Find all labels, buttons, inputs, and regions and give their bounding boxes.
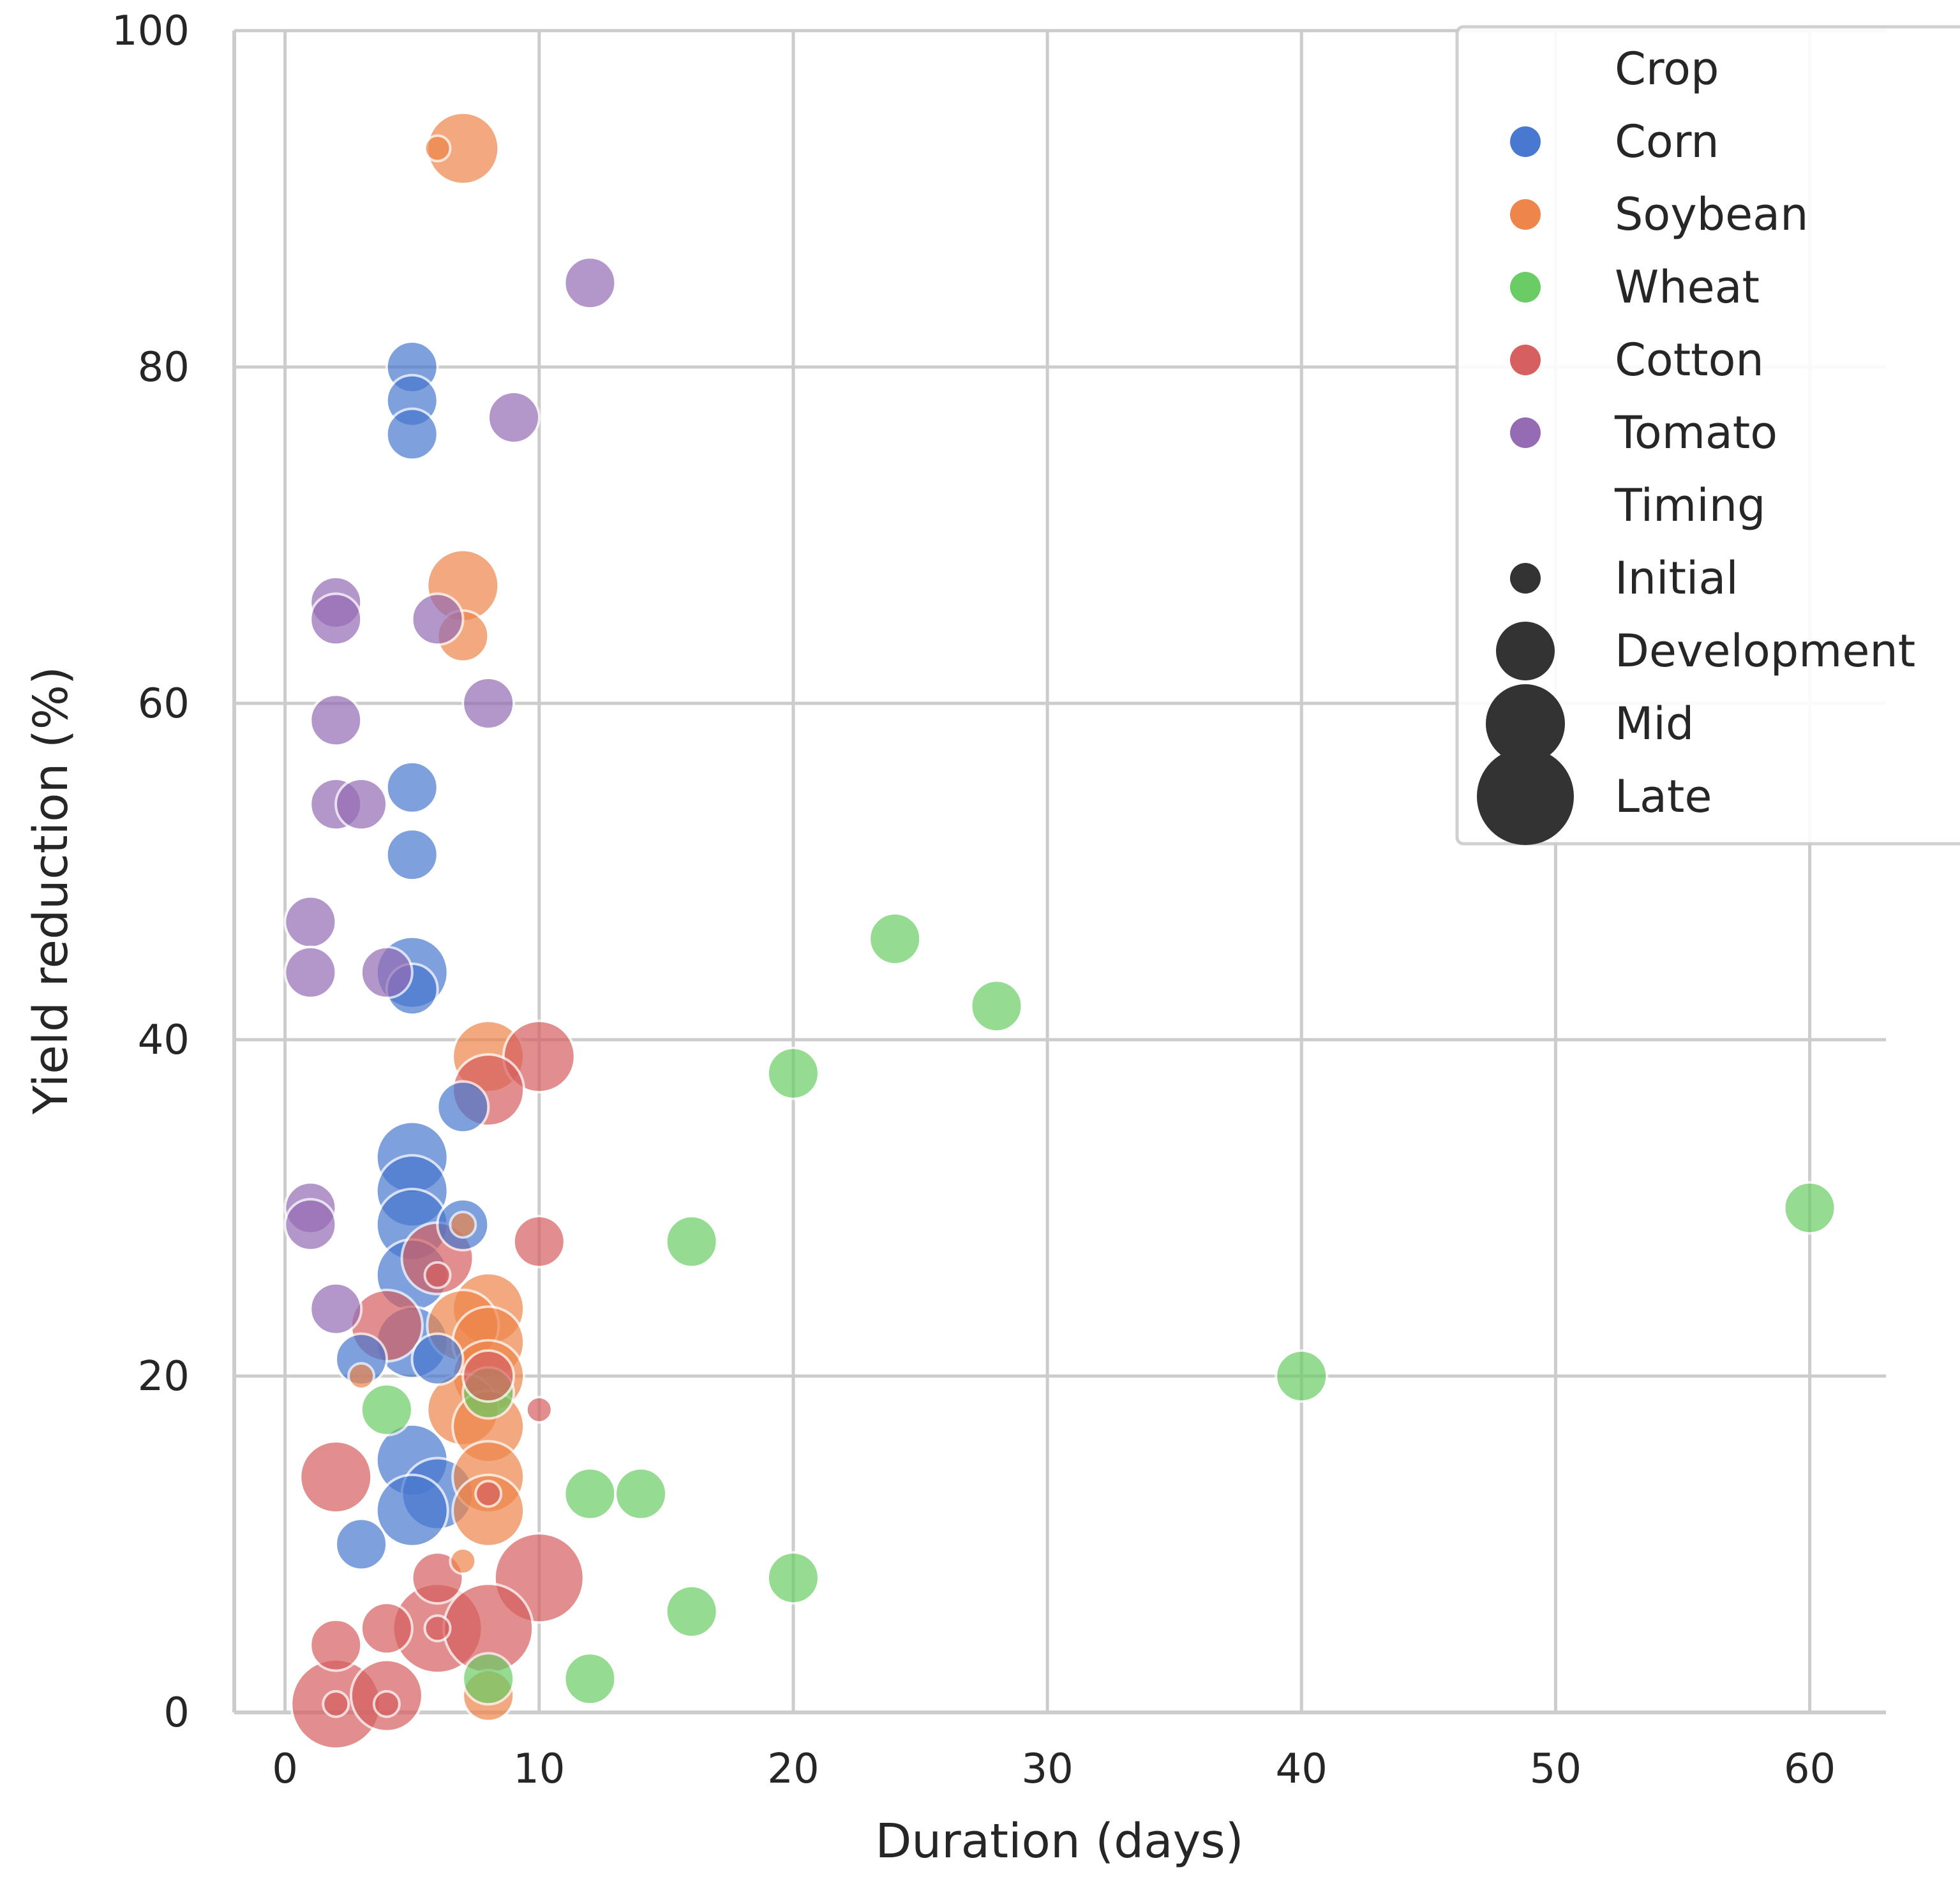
point-cotton [423,1614,452,1643]
legend-size-marker-initial [1510,563,1541,594]
legend-label-mid: Mid [1615,698,1694,750]
legend-title-crop: Crop [1615,43,1719,95]
point-wheat [766,1551,820,1605]
y-tick-label-80: 80 [138,344,190,391]
legend-marker-wheat [1510,272,1541,303]
point-wheat [563,1652,617,1706]
data-points [283,111,1837,1750]
point-wheat [359,1382,414,1437]
point-cotton [423,1261,452,1289]
point-cotton [359,1601,414,1656]
point-corn [385,407,439,461]
y-tick-label-20: 20 [138,1353,190,1400]
x-tick-label-10: 10 [513,1746,565,1793]
legend-size-marker-mid [1486,684,1565,763]
point-cotton [299,1440,373,1515]
point-corn [334,1517,389,1571]
point-wheat [664,1584,719,1638]
legend-title-timing: Timing [1614,479,1766,532]
point-tomato [563,256,617,310]
legend-size-marker-late [1477,748,1574,845]
point-tomato [334,777,389,832]
legend-label-cotton: Cotton [1615,334,1764,386]
x-tick-label-50: 50 [1530,1746,1582,1793]
point-cotton [461,1349,516,1403]
point-wheat [766,1046,820,1100]
legend-label-late: Late [1615,770,1712,823]
legend: Crop Corn Soybean Wheat Cotton Tomato Timing In… [1455,25,1960,846]
point-tomato [410,592,465,647]
point-tomato [283,895,338,949]
point-tomato [309,592,363,647]
legend-label-initial: Initial [1615,552,1739,604]
point-wheat [664,1215,719,1269]
legend-size-marker-development [1496,622,1555,680]
y-tick-label-0: 0 [163,1689,190,1737]
x-tick-label-40: 40 [1276,1746,1328,1793]
point-tomato [283,945,338,999]
y-tick-label-60: 60 [138,680,190,728]
legend-marker-tomato [1510,417,1541,448]
legend-label-soybean: Soybean [1615,188,1808,241]
x-tick-label-20: 20 [767,1746,819,1793]
x-axis-title: Duration (days) [875,1814,1243,1869]
point-corn [410,1332,465,1386]
axis-spines [232,31,1886,1714]
point-soybean [423,134,452,163]
point-cotton [525,1395,553,1424]
point-wheat [614,1467,668,1521]
y-tick-label-40: 40 [138,1017,190,1064]
point-soybean [347,1362,376,1390]
point-tomato [486,391,541,445]
point-corn [375,1473,449,1548]
legend-label-wheat: Wheat [1615,261,1760,313]
x-tick-label-0: 0 [272,1746,298,1793]
point-cotton [372,1689,401,1718]
point-wheat [969,979,1024,1033]
point-tomato [283,1197,338,1252]
point-tomato [359,945,414,999]
point-cotton [309,1618,363,1672]
legend-marker-soybean [1510,199,1541,230]
point-soybean [449,1210,477,1239]
point-tomato [461,677,516,730]
legend-box [1455,25,1960,846]
point-cotton [322,1689,350,1718]
point-corn [436,1080,490,1134]
point-wheat [1275,1349,1329,1403]
y-tick-label-100: 100 [112,8,190,55]
x-tick-label-60: 60 [1784,1746,1836,1793]
x-tick-label-30: 30 [1021,1746,1073,1793]
point-tomato [309,693,363,747]
point-tomato [309,1282,363,1336]
legend-marker-cotton [1510,345,1541,375]
tick-labels: 0 10 20 30 40 50 60 0 20 40 60 80 100 [112,8,1836,1793]
legend-label-development: Development [1615,625,1915,677]
point-wheat [868,911,922,966]
point-soybean [449,1546,477,1575]
point-wheat [461,1652,516,1706]
y-axis-title: Yield reduction (%) [24,666,79,1115]
legend-label-tomato: Tomato [1614,407,1777,459]
legend-label-corn: Corn [1615,116,1719,168]
point-wheat [1783,1181,1837,1235]
point-cotton [474,1479,503,1508]
point-cotton [512,1215,566,1269]
point-wheat [563,1467,617,1521]
point-corn [385,760,439,814]
point-corn [385,828,439,882]
point-soybean [451,1473,526,1548]
legend-marker-corn [1510,126,1541,157]
